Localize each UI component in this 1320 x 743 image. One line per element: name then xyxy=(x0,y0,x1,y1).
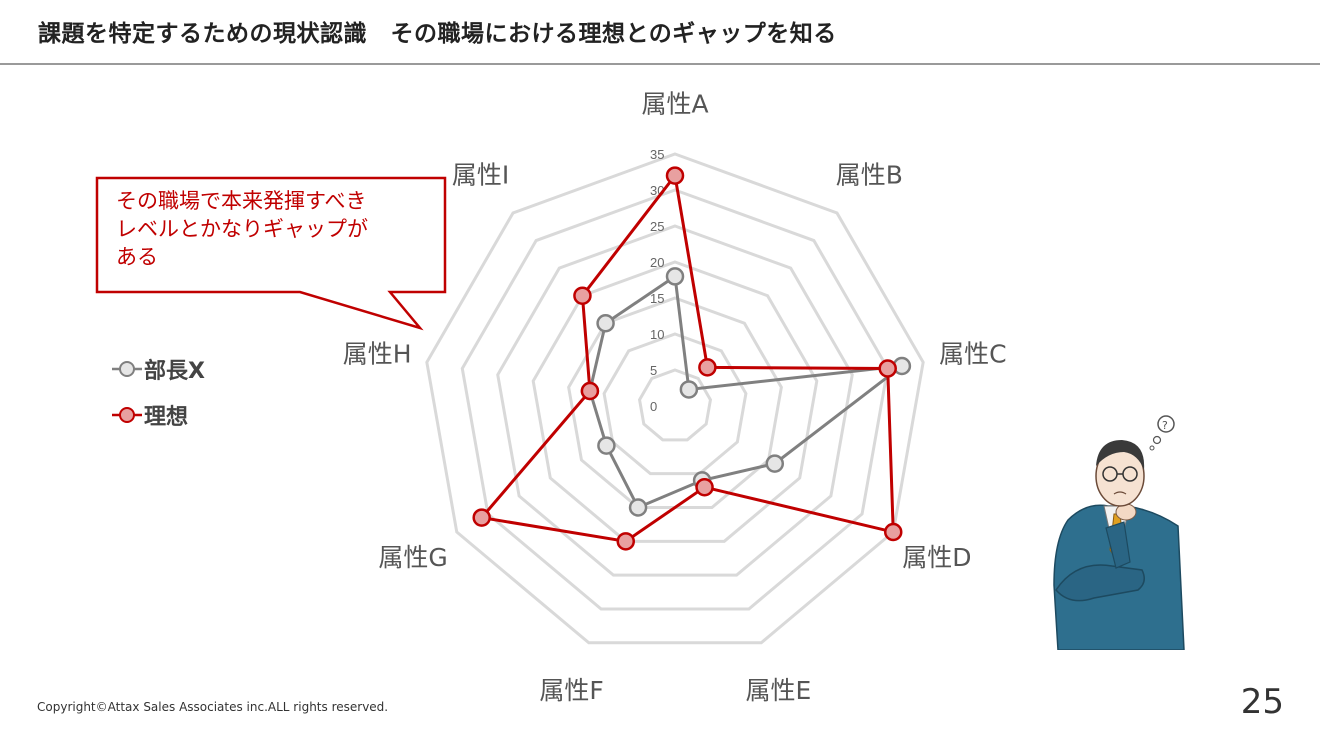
series-line xyxy=(588,273,908,510)
category-label: 属性G xyxy=(378,543,447,572)
data-point xyxy=(878,359,897,378)
chart-legend: 部長X 理想 xyxy=(112,346,205,438)
legend-marker-gray-icon xyxy=(112,361,142,377)
legend-item-boss: 部長X xyxy=(112,346,205,392)
category-label: 属性F xyxy=(539,676,603,705)
data-point xyxy=(596,314,615,333)
data-point xyxy=(597,436,616,455)
category-label: 属性E xyxy=(746,676,812,705)
tick-label: 35 xyxy=(650,147,664,162)
data-point xyxy=(883,522,903,542)
data-point xyxy=(665,166,685,185)
series-line xyxy=(478,171,895,543)
thinking-businessman-illustration: ? xyxy=(1053,415,1185,650)
data-point xyxy=(573,286,592,305)
tick-label: 20 xyxy=(650,255,664,270)
tick-label: 15 xyxy=(650,291,664,306)
page-title: 課題を特定するための現状認識 その職場における理想とのギャップを知る xyxy=(38,21,837,47)
category-label: 属性B xyxy=(836,160,903,189)
legend-label: 理想 xyxy=(144,405,189,430)
data-point xyxy=(665,267,685,286)
data-point xyxy=(472,508,491,527)
category-label: 属性I xyxy=(452,160,509,189)
tick-label: 10 xyxy=(650,327,664,342)
category-label: 属性H xyxy=(343,339,412,368)
grid-ring xyxy=(602,332,748,476)
tick-label: 25 xyxy=(650,219,664,234)
grid-ring xyxy=(496,224,854,577)
callout-line: レベルとかなりギャップが xyxy=(116,217,368,241)
data-point xyxy=(628,498,648,517)
callout-line: ある xyxy=(116,245,158,269)
title-underline xyxy=(0,63,1320,65)
legend-item-ideal: 理想 xyxy=(112,392,205,438)
copyright-text: Copyright©Attax Sales Associates inc.ALL… xyxy=(37,700,389,714)
grid-ring xyxy=(531,260,819,543)
legend-marker-red-icon xyxy=(112,407,142,423)
svg-text:?: ? xyxy=(1162,419,1168,432)
category-label: 属性A xyxy=(641,90,708,119)
data-point xyxy=(695,477,714,497)
grid-ring xyxy=(460,188,890,611)
callout-line: その職場で本来発揮すべき xyxy=(116,189,367,213)
tick-label: 5 xyxy=(650,363,657,378)
callout-text: その職場で本来発揮すべき レベルとかなりギャップが ある xyxy=(116,187,436,271)
data-point xyxy=(698,358,717,377)
page-number: 25 xyxy=(1240,682,1284,722)
tick-label: 0 xyxy=(650,399,657,414)
category-label: 属性D xyxy=(902,543,971,572)
data-point xyxy=(580,381,600,401)
category-label: 属性C xyxy=(939,339,1006,368)
grid-ring xyxy=(425,152,925,645)
data-point xyxy=(765,454,785,473)
data-point xyxy=(616,532,635,551)
legend-label: 部長X xyxy=(144,359,205,384)
data-point xyxy=(679,380,699,399)
